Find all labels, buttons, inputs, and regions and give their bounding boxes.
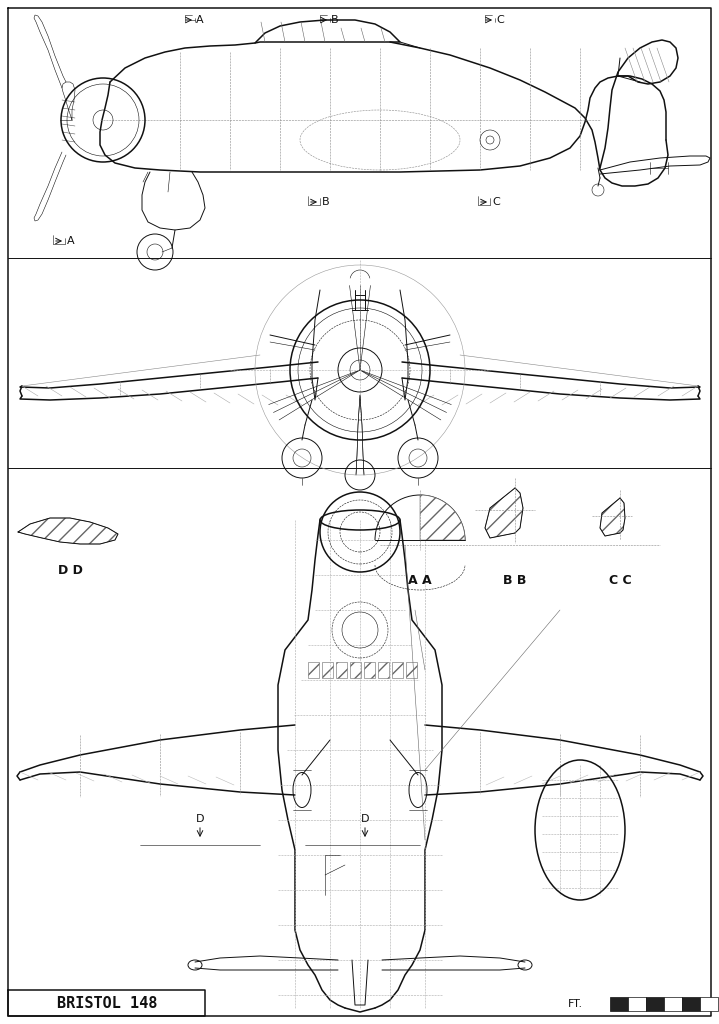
Text: C: C [492,197,500,207]
Polygon shape [350,662,361,678]
Text: A: A [67,236,75,246]
Text: B B: B B [503,573,527,587]
Text: FT.: FT. [567,999,582,1009]
Polygon shape [308,662,319,678]
Polygon shape [646,997,664,1011]
Polygon shape [420,495,465,540]
Polygon shape [610,997,628,1011]
Polygon shape [485,488,523,538]
Polygon shape [664,997,682,1011]
Text: B: B [322,197,330,207]
Polygon shape [378,662,389,678]
Polygon shape [322,662,333,678]
Polygon shape [628,997,646,1011]
Text: D: D [361,814,370,824]
Text: A A: A A [408,573,432,587]
Text: D: D [196,814,204,824]
Text: D D: D D [58,563,83,577]
Polygon shape [682,997,700,1011]
Polygon shape [406,662,417,678]
Polygon shape [392,662,403,678]
Polygon shape [364,662,375,678]
Polygon shape [18,518,118,544]
Text: BRISTOL 148: BRISTOL 148 [57,996,157,1012]
Text: A: A [196,15,203,25]
Polygon shape [600,498,625,536]
Text: B: B [331,15,339,25]
Polygon shape [336,662,347,678]
Text: C: C [496,15,504,25]
Polygon shape [700,997,718,1011]
Text: C C: C C [609,573,631,587]
